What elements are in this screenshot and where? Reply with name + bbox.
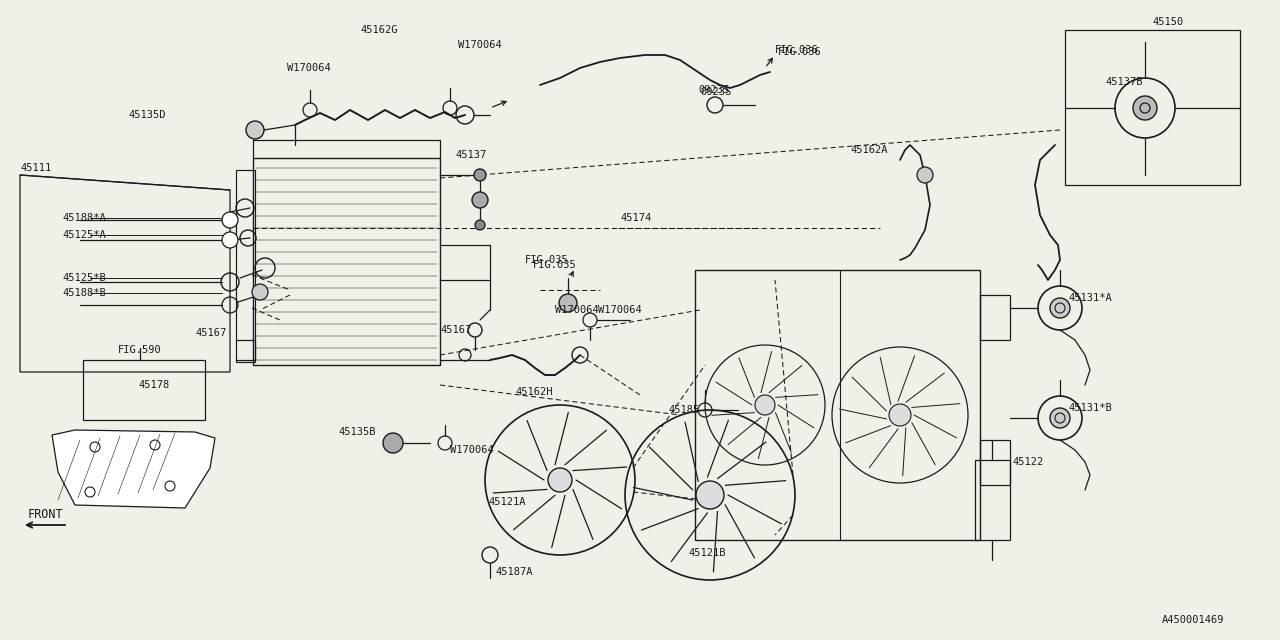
Text: 45188*A: 45188*A [61,213,106,223]
Text: 45135B: 45135B [338,427,375,437]
Circle shape [890,404,911,426]
Circle shape [221,212,238,228]
Bar [1065,30,1240,185]
Text: 45187A: 45187A [495,567,532,577]
Bar [236,170,255,362]
Text: 45178: 45178 [138,380,169,390]
Circle shape [383,433,403,453]
Text: 45137B: 45137B [1105,77,1143,87]
Circle shape [474,169,486,181]
Text: 45150: 45150 [1152,17,1183,27]
Circle shape [916,167,933,183]
Text: 45162G: 45162G [360,25,398,35]
Text: 45185: 45185 [668,405,699,415]
Circle shape [252,284,268,300]
Text: FIG.036: FIG.036 [774,45,819,55]
Text: 45121A: 45121A [488,497,526,507]
Text: 0923S: 0923S [700,87,731,97]
Text: 45188*B: 45188*B [61,288,106,298]
Text: 45135D: 45135D [128,110,165,120]
Text: FIG.590: FIG.590 [118,345,161,355]
Circle shape [246,121,264,139]
Circle shape [696,481,724,509]
Circle shape [475,220,485,230]
Circle shape [559,294,577,312]
Text: FIG.035: FIG.035 [525,255,568,265]
Bar [253,158,440,365]
Text: W170064: W170064 [598,305,641,315]
Text: FIG.035: FIG.035 [532,260,577,270]
Text: 45174: 45174 [620,213,652,223]
Text: 45131*B: 45131*B [1068,403,1112,413]
Circle shape [548,468,572,492]
Text: 45131*A: 45131*A [1068,293,1112,303]
Text: W170064: W170064 [556,305,599,315]
Text: 0923S: 0923S [698,85,730,95]
Bar [975,460,1010,540]
Text: 45121B: 45121B [689,548,726,558]
Text: 45167: 45167 [440,325,471,335]
Circle shape [1133,96,1157,120]
Text: 45125*B: 45125*B [61,273,106,283]
Polygon shape [52,430,215,508]
Circle shape [755,395,774,415]
Bar [980,440,1010,485]
Circle shape [1050,298,1070,318]
Bar [980,295,1010,340]
Text: 45125*A: 45125*A [61,230,106,240]
Text: FRONT: FRONT [28,509,64,522]
Text: 45111: 45111 [20,163,51,173]
Text: 45167: 45167 [195,328,227,338]
Text: 45162H: 45162H [515,387,553,397]
Circle shape [472,192,488,208]
Text: 45122: 45122 [1012,457,1043,467]
Bar [83,360,205,420]
Text: W170064: W170064 [458,40,502,50]
Text: 45162A: 45162A [850,145,887,155]
Text: W170064: W170064 [287,63,330,73]
Bar [695,270,980,540]
Text: W170064: W170064 [451,445,494,455]
Circle shape [1050,408,1070,428]
Text: FIG.036: FIG.036 [778,47,822,57]
Text: 45137: 45137 [454,150,486,160]
Text: A450001469: A450001469 [1162,615,1225,625]
Circle shape [221,232,238,248]
